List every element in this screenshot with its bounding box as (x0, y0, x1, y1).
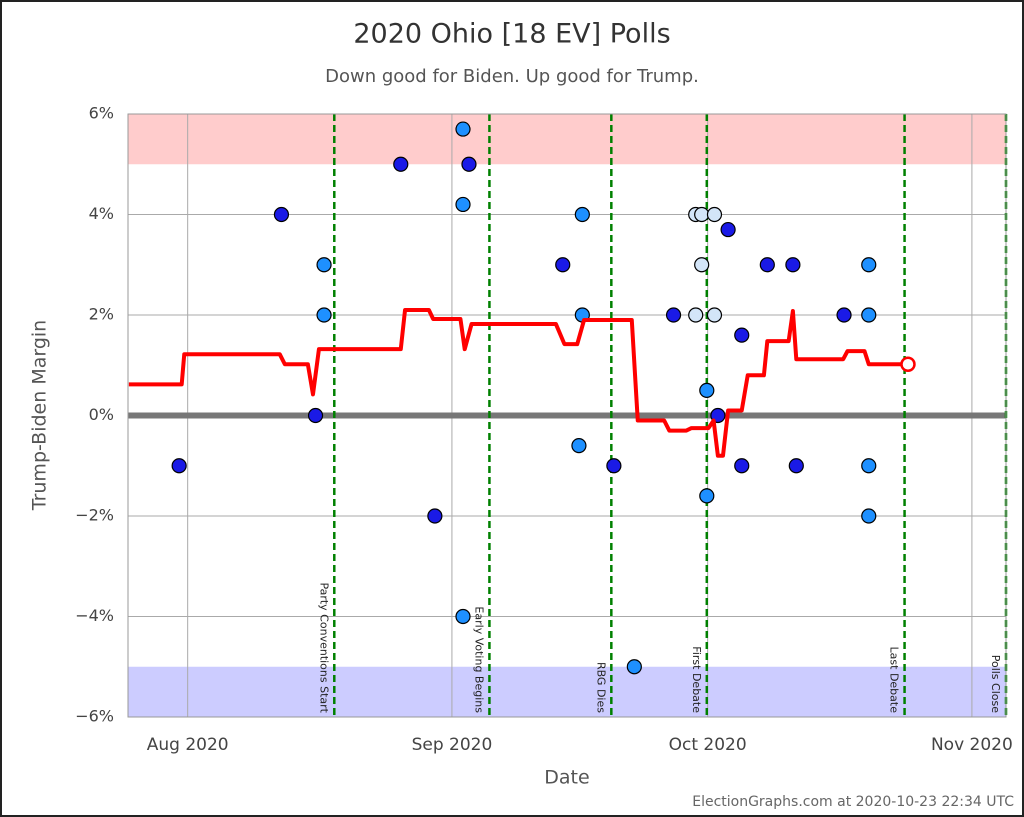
poll-point (455, 196, 471, 213)
poll-point (694, 206, 710, 223)
poll-point (555, 257, 571, 273)
poll-point (734, 327, 750, 343)
x-tick-label: Oct 2020 (669, 735, 747, 755)
poll-point (734, 458, 750, 474)
poll-point (427, 508, 443, 524)
x-tick-label: Sep 2020 (412, 735, 493, 755)
poll-point (836, 307, 852, 323)
y-axis-title: Trump-Biden Margin (29, 320, 51, 511)
poll-point (861, 307, 877, 323)
event-label: Party Conventions Start (317, 582, 330, 713)
poll-point (699, 382, 715, 398)
y-tick-label: 2% (89, 305, 114, 324)
poll-point (699, 488, 715, 504)
chart-subtitle: Down good for Biden. Up good for Trump. (325, 66, 699, 87)
average-line (128, 307, 908, 458)
poll-point (665, 307, 682, 323)
poll-point (788, 458, 804, 474)
poll-point (455, 608, 471, 625)
poll-point (688, 307, 704, 323)
poll-point (574, 206, 590, 223)
y-tick-label: −2% (75, 506, 114, 525)
poll-point (455, 121, 471, 137)
x-tick-label: Nov 2020 (931, 735, 1013, 755)
poll-point (273, 206, 290, 223)
x-tick-label: Aug 2020 (147, 735, 229, 755)
poll-point (171, 458, 187, 474)
poll-point (316, 307, 332, 323)
poll-point (626, 659, 642, 675)
poll-point (307, 407, 324, 424)
y-tick-label: 4% (89, 204, 114, 223)
poll-point (861, 257, 877, 273)
y-tick-label: 0% (89, 405, 114, 424)
poll-point (706, 307, 723, 323)
poll-point (316, 257, 332, 273)
event-label: RBG Dies (594, 662, 607, 713)
poll-point (720, 221, 736, 238)
footer: ElectionGraphs.com at 2020-10-23 22:34 U… (692, 794, 1014, 810)
event-label: Early Voting Begins (472, 606, 485, 713)
poll-point (606, 458, 622, 474)
poll-point (694, 257, 710, 273)
event-label: First Debate (690, 646, 703, 713)
band (128, 666, 1006, 717)
poll-point (706, 206, 723, 223)
poll-point (861, 458, 877, 474)
chart-title: 2020 Ohio [18 EV] Polls (353, 19, 670, 50)
poll-point (759, 257, 775, 273)
x-axis-title: Date (544, 767, 589, 789)
current-average-marker (900, 356, 916, 372)
event-label: Polls Close (989, 655, 1002, 714)
poll-point (461, 156, 477, 172)
plot-frame (127, 113, 1007, 718)
poll-point (393, 156, 409, 172)
y-tick-label: 6% (89, 104, 114, 123)
band (128, 114, 1006, 165)
event-label: Last Debate (888, 647, 901, 714)
y-tick-label: −6% (75, 707, 114, 726)
poll-point (861, 508, 877, 524)
y-tick-label: −4% (75, 606, 114, 625)
poll-point (571, 438, 587, 454)
poll-point (785, 257, 801, 273)
